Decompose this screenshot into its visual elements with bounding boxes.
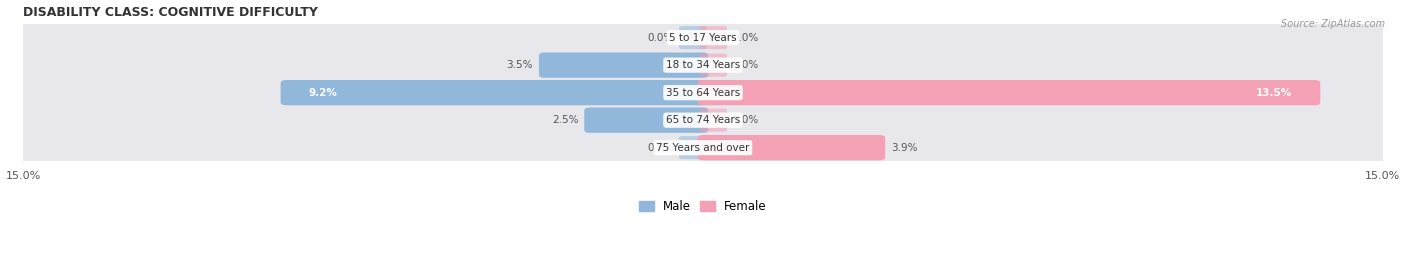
Text: 3.5%: 3.5% bbox=[506, 60, 533, 70]
FancyBboxPatch shape bbox=[538, 52, 709, 78]
FancyBboxPatch shape bbox=[17, 104, 1389, 136]
FancyBboxPatch shape bbox=[281, 80, 709, 105]
Text: 75 Years and over: 75 Years and over bbox=[657, 143, 749, 153]
FancyBboxPatch shape bbox=[17, 21, 1389, 54]
Text: 0.0%: 0.0% bbox=[733, 33, 759, 43]
Text: 5 to 17 Years: 5 to 17 Years bbox=[669, 33, 737, 43]
Legend: Male, Female: Male, Female bbox=[640, 200, 766, 213]
Text: 2.5%: 2.5% bbox=[553, 115, 578, 125]
Text: 9.2%: 9.2% bbox=[309, 88, 337, 98]
Text: 18 to 34 Years: 18 to 34 Years bbox=[666, 60, 740, 70]
FancyBboxPatch shape bbox=[17, 131, 1389, 164]
Text: DISABILITY CLASS: COGNITIVE DIFFICULTY: DISABILITY CLASS: COGNITIVE DIFFICULTY bbox=[22, 6, 318, 19]
Text: 0.0%: 0.0% bbox=[647, 143, 673, 153]
FancyBboxPatch shape bbox=[17, 49, 1389, 81]
FancyBboxPatch shape bbox=[679, 26, 707, 49]
FancyBboxPatch shape bbox=[697, 80, 1320, 105]
Text: 65 to 74 Years: 65 to 74 Years bbox=[666, 115, 740, 125]
Text: 0.0%: 0.0% bbox=[647, 33, 673, 43]
Text: 0.0%: 0.0% bbox=[733, 60, 759, 70]
Text: Source: ZipAtlas.com: Source: ZipAtlas.com bbox=[1281, 19, 1385, 29]
Text: 35 to 64 Years: 35 to 64 Years bbox=[666, 88, 740, 98]
FancyBboxPatch shape bbox=[585, 107, 709, 133]
FancyBboxPatch shape bbox=[697, 135, 886, 160]
Text: 3.9%: 3.9% bbox=[891, 143, 918, 153]
FancyBboxPatch shape bbox=[699, 26, 727, 49]
FancyBboxPatch shape bbox=[699, 109, 727, 132]
FancyBboxPatch shape bbox=[679, 136, 707, 159]
Text: 0.0%: 0.0% bbox=[733, 115, 759, 125]
FancyBboxPatch shape bbox=[699, 54, 727, 77]
FancyBboxPatch shape bbox=[17, 76, 1389, 109]
Text: 13.5%: 13.5% bbox=[1256, 88, 1292, 98]
